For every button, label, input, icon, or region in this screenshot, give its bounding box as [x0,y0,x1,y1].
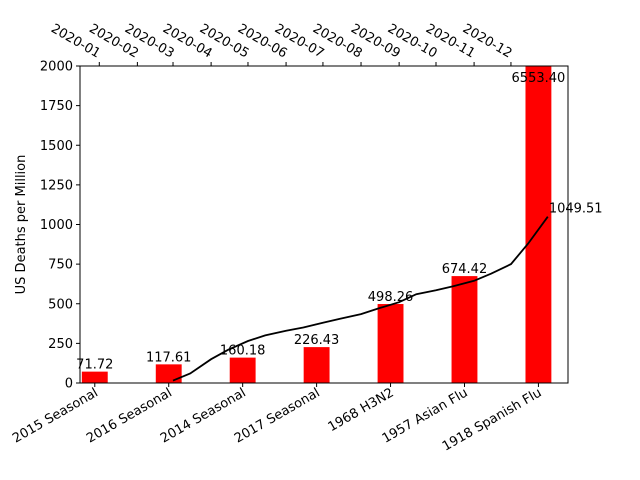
series-line [172,216,549,382]
bar [81,371,108,383]
y-tick-label: 1000 [40,218,73,233]
bar-value-label: 674.42 [442,262,488,277]
bar-value-label: 117.61 [146,350,192,365]
y-tick-label: 1750 [40,99,73,114]
y-tick-label: 500 [48,297,73,312]
bars-layer [81,66,552,383]
bar-value-label: 498.26 [368,290,414,305]
bar [155,364,182,383]
bar-value-label: 71.72 [76,358,113,373]
bar [525,66,552,383]
y-tick-label: 0 [65,377,73,392]
y-tick-label: 1500 [40,139,73,154]
bar [229,357,256,383]
bar-value-label: 6553.40 [512,71,566,86]
bar-value-label: 160.18 [220,344,266,359]
y-tick-label: 750 [48,258,73,273]
y-axis-label: US Deaths per Million [14,155,29,295]
bar [377,304,404,383]
y-tick-label: 1250 [40,178,73,193]
line-end-label: 1049.51 [549,202,603,217]
bar [451,276,478,383]
y-tick-label: 250 [48,337,73,352]
y-axis: 0 250 500 750 1000 1250 1500 1750 2000 [40,60,80,392]
bar-value-label: 226.43 [294,333,340,348]
bar [303,347,330,383]
y-tick-label: 2000 [40,60,73,75]
line-layer [172,216,549,382]
labels-layer: 71.72 117.61 160.18 226.43 498.26 674.42 6553.… [76,71,602,373]
